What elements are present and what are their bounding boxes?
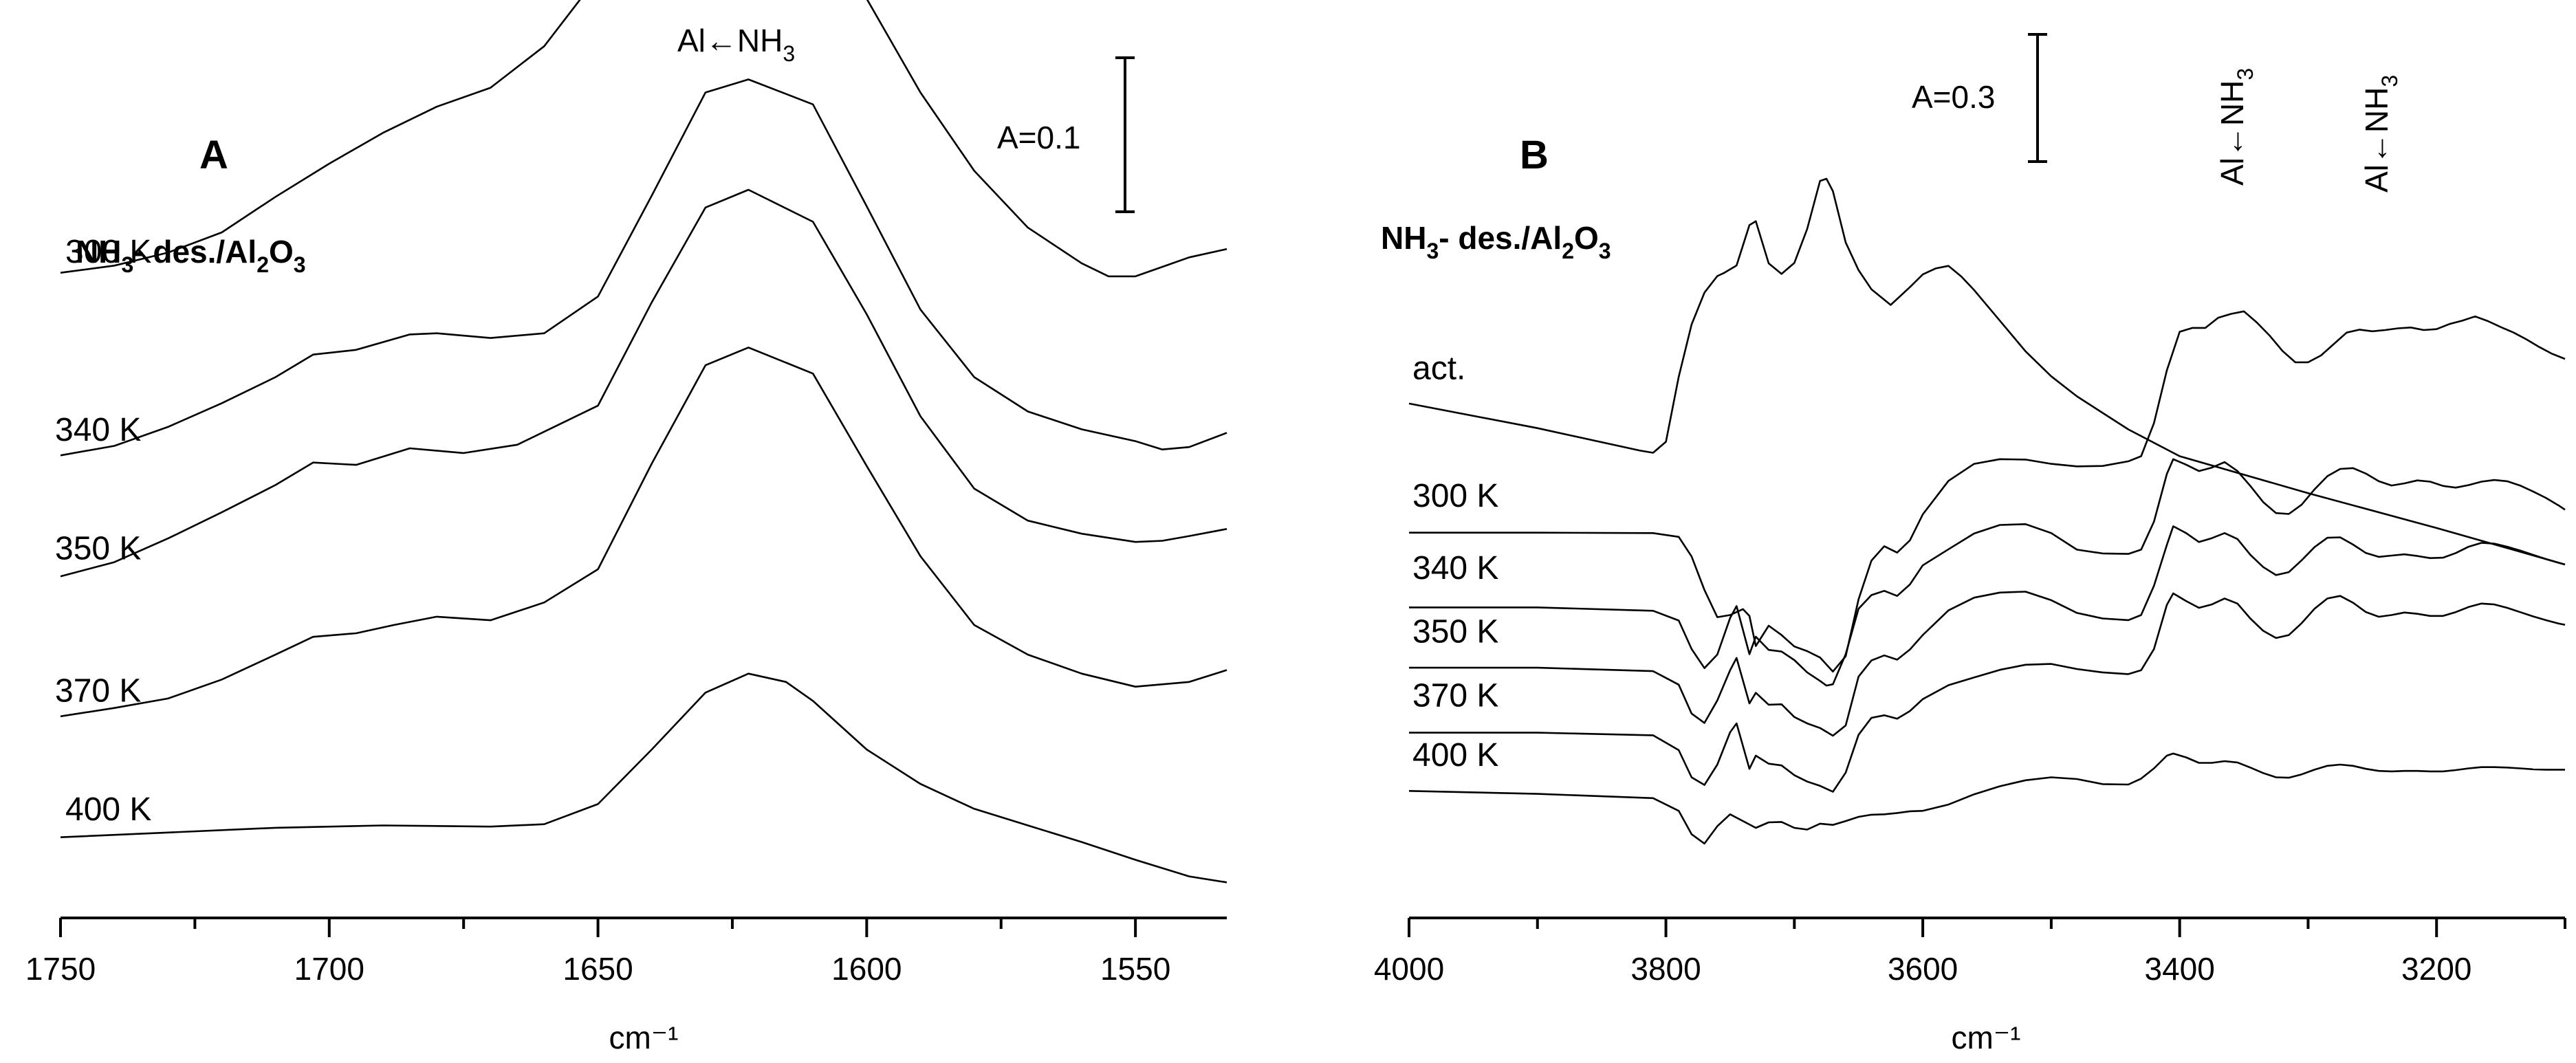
spectrum-300-k xyxy=(60,0,1227,278)
spectrum-300-k xyxy=(1409,310,2566,672)
x-tick-label-1650: 1650 xyxy=(563,951,633,987)
panel-b-scale-bar-label: A=0.3 xyxy=(1912,79,1996,115)
series-label-350-k: 350 K xyxy=(55,530,141,567)
series-label-400-k: 400 K xyxy=(1412,737,1498,774)
panel-a-scale-bar-label: A=0.1 xyxy=(997,120,1081,155)
series-label-300-k: 300 K xyxy=(65,234,151,270)
panel-b: 4000 3800 3600 3400 3200 act. 300 K 340 K 350 K… xyxy=(1374,33,2566,1055)
panel-b-label: B xyxy=(1520,133,1549,177)
x-tick-label-1550: 1550 xyxy=(1100,951,1170,987)
spectrum-400-k xyxy=(60,672,1227,884)
x-tick-label-1600: 1600 xyxy=(831,951,902,987)
spectrum-370-k xyxy=(60,347,1227,718)
series-label-370-k: 370 K xyxy=(1412,677,1498,714)
panel-a-label: A xyxy=(199,133,228,177)
spectrum-370-k xyxy=(1409,592,2566,793)
spectrum-350-k xyxy=(60,188,1227,578)
panel-b-x-axis-label: cm⁻¹ xyxy=(1952,1020,2021,1055)
panel-a-peak-annotation: Al←NH3 xyxy=(677,23,795,66)
panel-a-subtitle: NH3- des./Al2O3 xyxy=(76,234,306,277)
spectrum-340-k xyxy=(1409,458,2566,687)
x-tick-label-3800: 3800 xyxy=(1630,951,1701,987)
series-label-400-k: 400 K xyxy=(65,791,151,828)
series-label-300-k: 300 K xyxy=(1412,478,1498,514)
spectrum-400-k xyxy=(1408,752,2565,845)
panel-a-scale-bar: A=0.1 xyxy=(997,56,1135,213)
series-label-350-k: 350 K xyxy=(1412,614,1498,650)
x-tick-label-3600: 3600 xyxy=(1888,951,1958,987)
panel-b-traces: act. 300 K 340 K 350 K 370 K 400 K xyxy=(1408,177,2566,845)
panel-b-subtitle: NH3- des./Al2O3 xyxy=(1381,220,1611,263)
x-tick-label-1700: 1700 xyxy=(294,951,364,987)
spectrum-350-k xyxy=(1409,525,2566,737)
panel-a-traces: 300 K 340 K 350 K 370 K 400 K xyxy=(55,0,1227,884)
panel-b-scale-bar: A=0.3 xyxy=(1912,33,2047,163)
series-label-370-k: 370 K xyxy=(55,672,141,709)
panel-b-peak-annotation-1: Al←NH3 xyxy=(2214,68,2258,186)
spectrum-act xyxy=(1408,177,2566,566)
spectrum-340-k xyxy=(60,78,1227,457)
panel-b-peak-annotation-2: Al←NH3 xyxy=(2359,75,2402,193)
x-tick-label-3400: 3400 xyxy=(2144,951,2214,987)
x-tick-label-3200: 3200 xyxy=(2401,951,2471,987)
x-tick-label-4000: 4000 xyxy=(1374,951,1444,987)
panel-a-ticks: 1750 1700 1650 1600 1550 xyxy=(25,918,1170,987)
panel-a-x-axis-label: cm⁻¹ xyxy=(609,1020,679,1055)
series-label-340-k: 340 K xyxy=(1412,550,1498,587)
series-label-340-k: 340 K xyxy=(55,412,141,448)
x-tick-label-1750: 1750 xyxy=(25,951,96,987)
panel-a: 1750 1700 1650 1600 1550 300 K 340 K 350 K 370 … xyxy=(25,0,1227,1055)
series-label-act: act. xyxy=(1412,351,1465,387)
panel-b-ticks: 4000 3800 3600 3400 3200 xyxy=(1374,918,2566,987)
